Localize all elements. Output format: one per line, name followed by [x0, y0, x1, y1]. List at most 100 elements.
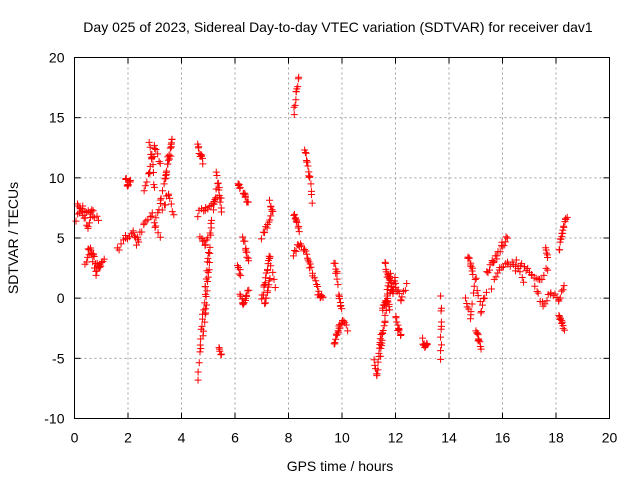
data-point	[208, 216, 216, 224]
data-point	[290, 103, 298, 111]
data-point	[149, 168, 157, 176]
x-tick-label: 16	[495, 430, 511, 446]
data-point	[401, 286, 409, 294]
data-point	[97, 259, 105, 267]
data-point	[374, 366, 382, 374]
data-point	[344, 327, 352, 335]
data-point	[437, 341, 445, 349]
data-point	[143, 178, 151, 186]
data-point	[295, 73, 303, 81]
data-point	[148, 154, 156, 162]
data-point	[392, 314, 400, 322]
data-point	[242, 244, 250, 252]
data-point	[305, 264, 313, 272]
data-point	[117, 240, 125, 248]
data-point	[257, 235, 265, 243]
data-point	[498, 243, 506, 251]
data-point	[168, 136, 176, 144]
data-point	[148, 212, 156, 220]
data-point	[337, 302, 345, 310]
data-point	[475, 336, 483, 344]
data-point	[132, 241, 140, 249]
data-point	[498, 263, 506, 271]
data-point	[267, 262, 275, 270]
data-point	[168, 208, 176, 216]
data-point	[138, 228, 146, 236]
chart-title: Day 025 of 2023, Sidereal Day-to-day VTE…	[83, 19, 593, 35]
data-point	[516, 268, 524, 276]
data-point	[267, 212, 275, 220]
data-point	[518, 274, 526, 282]
data-point	[100, 255, 108, 263]
data-point	[485, 266, 493, 274]
data-point	[476, 338, 484, 346]
data-point	[170, 211, 178, 219]
data-point	[473, 329, 481, 337]
data-point	[239, 233, 247, 241]
y-tick-label: 5	[57, 230, 65, 246]
data-point	[558, 318, 566, 326]
data-point	[151, 223, 159, 231]
data-point	[245, 286, 253, 294]
data-point	[212, 168, 220, 176]
data-point	[146, 143, 154, 151]
data-point	[533, 288, 541, 296]
data-point	[473, 287, 481, 295]
data-point	[437, 333, 445, 341]
data-point	[154, 209, 162, 217]
data-point	[305, 258, 313, 266]
data-point	[205, 202, 213, 210]
data-point	[461, 294, 469, 302]
data-point	[338, 305, 346, 313]
data-point	[267, 202, 275, 210]
data-point	[471, 275, 479, 283]
data-point	[560, 223, 568, 231]
data-point	[150, 141, 158, 149]
data-point	[90, 252, 98, 260]
data-point	[130, 232, 138, 240]
x-tick-label: 10	[334, 430, 350, 446]
data-point	[492, 273, 500, 281]
data-point	[160, 180, 168, 188]
data-point	[556, 294, 564, 302]
data-point	[301, 149, 309, 157]
data-point	[437, 325, 445, 333]
data-point	[374, 358, 382, 366]
y-tick-label: 0	[57, 290, 65, 306]
data-point	[78, 207, 86, 215]
data-point	[217, 350, 225, 358]
data-point	[157, 194, 165, 202]
data-point	[381, 311, 389, 319]
data-point	[520, 278, 528, 286]
x-tick-label: 6	[231, 430, 239, 446]
y-tick-label: 15	[49, 110, 65, 126]
data-point	[312, 277, 320, 285]
x-tick-label: 2	[124, 430, 132, 446]
data-point	[332, 335, 340, 343]
data-point	[319, 293, 327, 301]
data-point	[295, 228, 303, 236]
data-point	[204, 254, 212, 262]
plot-frame	[74, 57, 610, 419]
data-point	[377, 330, 385, 338]
data-point	[307, 180, 315, 188]
data-point	[395, 324, 403, 332]
data-point	[468, 300, 476, 308]
data-point	[213, 171, 221, 179]
data-point	[129, 229, 137, 237]
data-point	[500, 241, 508, 249]
data-point	[194, 376, 202, 384]
data-point	[538, 275, 546, 283]
data-point	[218, 208, 226, 216]
data-point	[266, 253, 274, 261]
data-point	[89, 251, 97, 259]
data-point	[207, 224, 215, 232]
data-point	[306, 172, 314, 180]
data-point	[88, 206, 96, 214]
data-point	[335, 295, 343, 303]
y-tick-label: -10	[44, 411, 64, 427]
data-point	[199, 160, 207, 168]
data-point	[159, 187, 167, 195]
data-point	[152, 214, 160, 222]
data-point	[335, 291, 343, 299]
